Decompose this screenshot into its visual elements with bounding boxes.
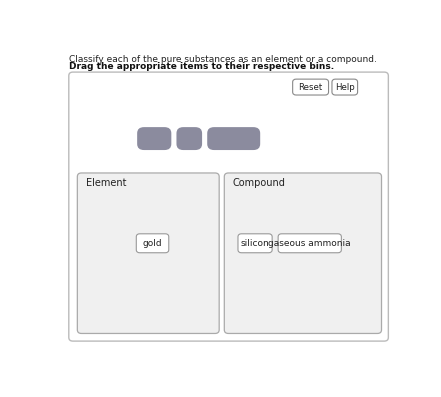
FancyBboxPatch shape — [137, 127, 172, 150]
FancyBboxPatch shape — [77, 173, 219, 333]
FancyBboxPatch shape — [207, 127, 260, 150]
FancyBboxPatch shape — [332, 79, 358, 95]
Text: Drag the appropriate items to their respective bins.: Drag the appropriate items to their resp… — [69, 62, 334, 71]
Text: gold: gold — [143, 239, 162, 248]
Text: Compound: Compound — [233, 179, 286, 189]
Text: silicon: silicon — [241, 239, 269, 248]
FancyBboxPatch shape — [224, 173, 381, 333]
FancyBboxPatch shape — [69, 72, 389, 341]
FancyBboxPatch shape — [293, 79, 329, 95]
FancyBboxPatch shape — [176, 127, 202, 150]
Text: Element: Element — [86, 179, 127, 189]
FancyBboxPatch shape — [238, 234, 272, 253]
Text: gaseous ammonia: gaseous ammonia — [269, 239, 351, 248]
Text: Classify each of the pure substances as an element or a compound.: Classify each of the pure substances as … — [69, 55, 377, 64]
FancyBboxPatch shape — [278, 234, 341, 253]
Text: Reset: Reset — [299, 83, 323, 92]
Text: Help: Help — [335, 83, 355, 92]
FancyBboxPatch shape — [136, 234, 169, 253]
